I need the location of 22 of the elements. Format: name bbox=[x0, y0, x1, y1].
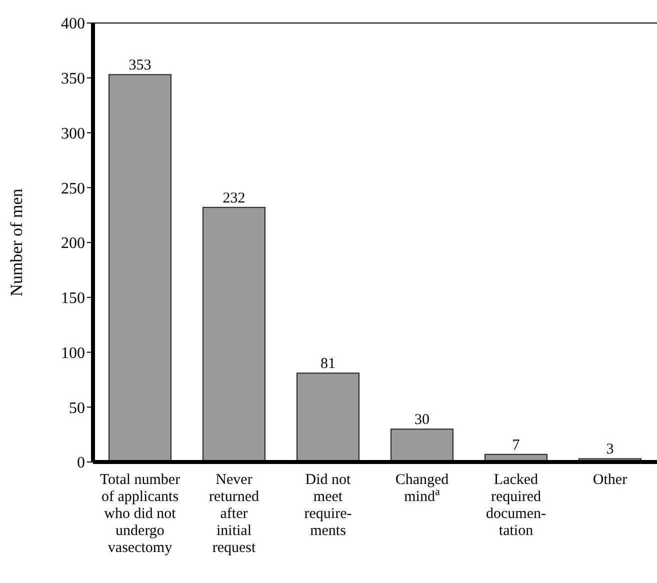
y-tick-label: 100 bbox=[61, 344, 85, 362]
data-label: 81 bbox=[320, 356, 336, 372]
x-tick-label: Other bbox=[592, 472, 628, 488]
data-label: 30 bbox=[414, 412, 430, 428]
x-tick-label: Changed mind$^{a}$ bbox=[395, 472, 450, 505]
x-tick-label: Never returned after initial request bbox=[209, 472, 260, 556]
y-tick-label: 250 bbox=[61, 180, 85, 198]
y-tick-label: 300 bbox=[61, 125, 85, 142]
data-label: 3 bbox=[606, 442, 614, 458]
y-tick-label: 400 bbox=[61, 16, 85, 33]
y-tick-label: 50 bbox=[69, 400, 85, 417]
x-tick-label: Lacked required documen- tation bbox=[486, 472, 546, 539]
y-tick-label: 0 bbox=[77, 454, 85, 472]
data-label: 7 bbox=[512, 437, 520, 454]
y-tick-label: 150 bbox=[61, 290, 85, 308]
y-tick-label: 200 bbox=[61, 235, 85, 252]
x-tick-label: Total number of applicants who did not undergo vasectomy bbox=[100, 472, 180, 556]
data-label: 353 bbox=[128, 58, 152, 74]
y-tick-label: 350 bbox=[61, 70, 85, 88]
y-axis-title: Number of men bbox=[7, 188, 26, 296]
data-label: 232 bbox=[222, 190, 246, 206]
x-tick-label: Did not meet require- ments bbox=[304, 472, 352, 539]
